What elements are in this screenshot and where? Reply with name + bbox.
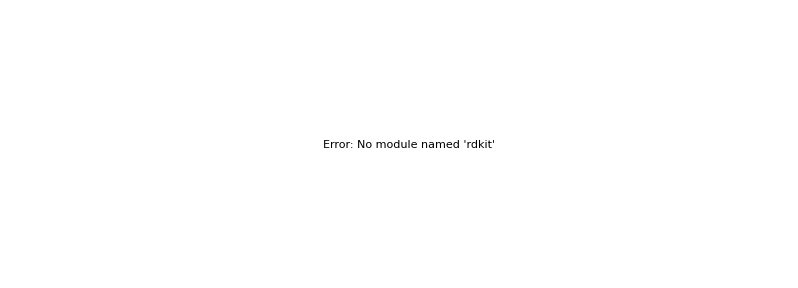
Text: Error: No module named 'rdkit': Error: No module named 'rdkit'	[323, 141, 495, 150]
